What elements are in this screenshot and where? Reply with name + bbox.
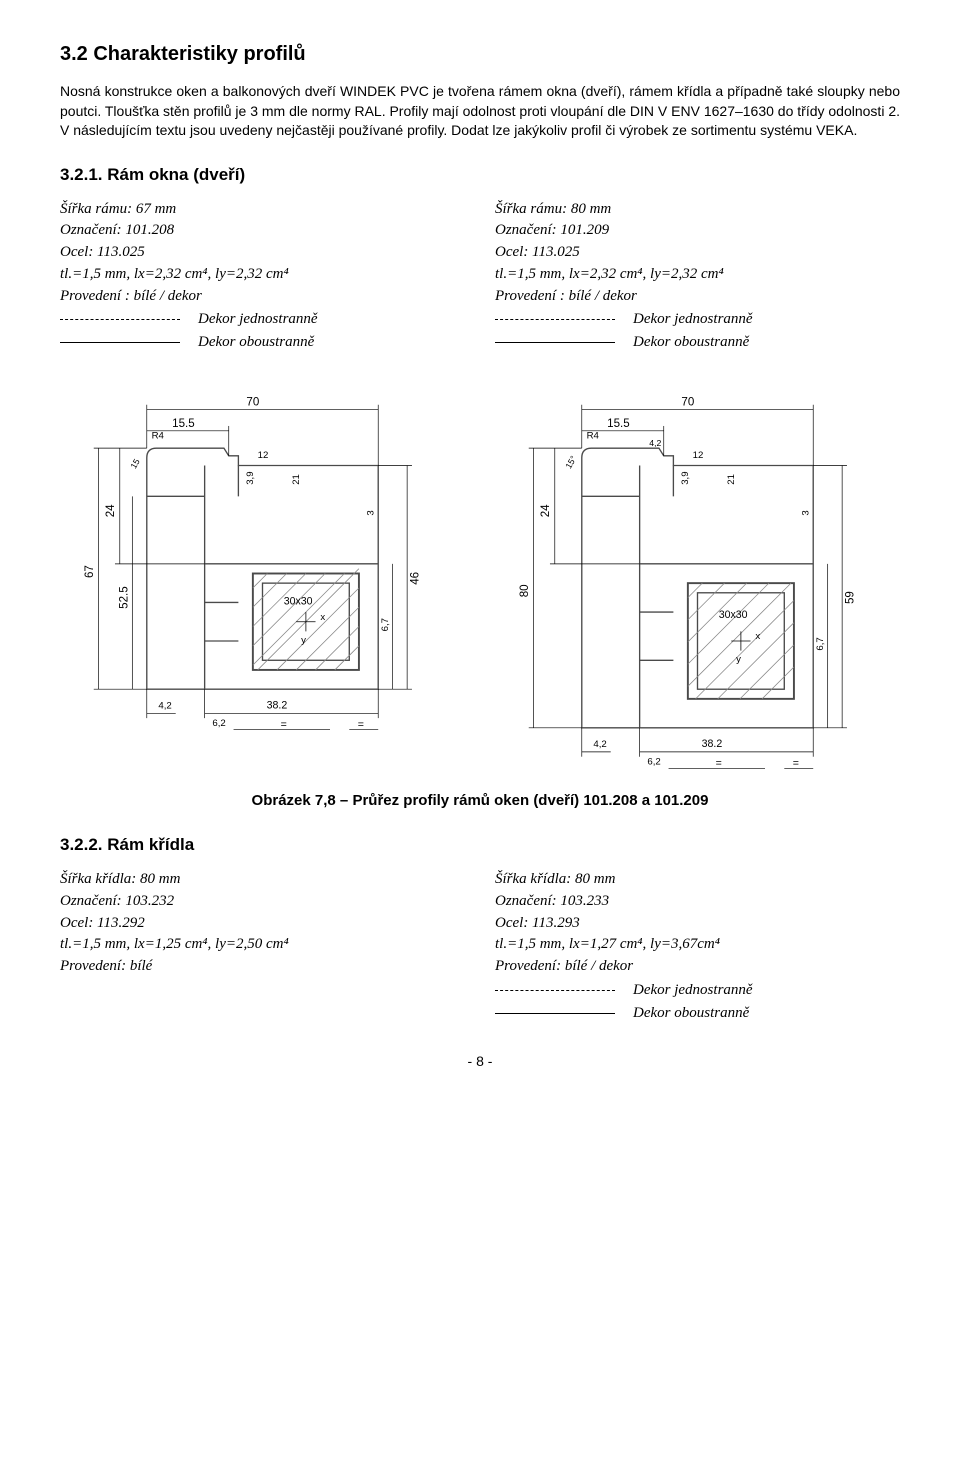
legend-row-dash: Dekor jednostranně [495,309,900,330]
spec-line: Provedení: bílé [60,956,465,978]
spec-line: Označení: 103.232 [60,891,465,913]
legend-row-solid: Dekor oboustranně [60,332,465,353]
dim-cellh2: 21 [291,474,302,485]
spec-line: tl.=1,5 mm, lx=2,32 cm⁴, ly=2,32 cm⁴ [495,264,900,286]
dim-tb: 4,2 [649,439,661,449]
dash-line-icon [60,319,180,320]
page-number: - 8 - [60,1052,900,1072]
spec-line: Označení: 101.208 [60,220,465,242]
axis-y-label: y [301,635,306,646]
dim-cellh2: 21 [726,474,737,485]
spec-line: Provedení: bílé / dekor [495,956,900,978]
dim-angle: 15 [128,457,142,470]
figure-b: x y 30x30 70 15.5 4,2 [495,371,900,776]
figures-row: x y 30x30 70 15.5 [60,371,900,776]
solid-line-icon [495,342,615,343]
spec-line: Šířka rámu: 80 mm [495,199,900,221]
svg-text:x: x [755,631,760,642]
dim-bottom-w2: 6,2 [212,718,225,729]
dim-cell1: 12 [693,450,704,461]
steel-label: 30x30 [719,609,748,621]
dim-angle: 15° [563,454,578,470]
dim-bottom-h: 4,2 [593,739,606,750]
legend-label: Dekor jednostranně [198,309,318,330]
spec-line: tl.=1,5 mm, lx=1,27 cm⁴, ly=3,67cm⁴ [495,934,900,956]
svg-text:=: = [793,758,799,770]
spec-line: Ocel: 113.293 [495,913,900,935]
svg-text:=: = [358,719,364,731]
dim-lower-clear: 52.5 [119,587,131,610]
dim-radius: R4 [587,431,600,442]
dash-line-icon [495,319,615,320]
legend-label: Dekor oboustranně [633,332,749,353]
dim-bottom-w1: 38.2 [267,700,288,712]
subsection-2-heading: 3.2.2. Rám křídla [60,833,900,857]
dim-left-upper: 24 [540,504,552,517]
dim-cellh1: 3,9 [680,472,691,485]
solid-line-icon [60,342,180,343]
legend-row-solid: Dekor oboustranně [495,332,900,353]
intro-paragraph: Nosná konstrukce oken a balkonových dveř… [60,82,900,141]
dash-line-icon [495,990,615,991]
spec-line: Ocel: 113.292 [60,913,465,935]
dim-top-left: 15.5 [172,418,195,430]
spec-line: Šířka křídla: 80 mm [495,869,900,891]
legend-label: Dekor jednostranně [633,980,753,1001]
legend-row-dash: Dekor jednostranně [495,980,900,1001]
dim-radius: R4 [152,431,165,442]
legend-label: Dekor oboustranně [198,332,314,353]
spec-columns-sash: Šířka křídla: 80 mm Označení: 103.232 Oc… [60,869,900,1024]
spec-line: Provedení : bílé / dekor [60,286,465,308]
dim-top-total: 70 [246,397,259,409]
spec-line: tl.=1,5 mm, lx=2,32 cm⁴, ly=2,32 cm⁴ [60,264,465,286]
legend-label: Dekor oboustranně [633,1003,749,1024]
dim-bottom-h: 4,2 [158,701,171,712]
spec-line: Provedení : bílé / dekor [495,286,900,308]
spec-columns-frame: Šířka rámu: 67 mm Označení: 101.208 Ocel… [60,199,900,354]
dim-inner-gap: 3 [800,511,811,516]
spec-line: Šířka křídla: 80 mm [60,869,465,891]
dim-bottom-w2: 6,2 [647,757,660,768]
figure-caption: Obrázek 7,8 – Průřez profily rámů oken (… [60,790,900,811]
subsection-1-heading: 3.2.1. Rám okna (dveří) [60,163,900,187]
spec-line: Označení: 101.209 [495,220,900,242]
spec-line: Označení: 103.233 [495,891,900,913]
dim-bottom-w1: 38.2 [702,738,723,750]
spec-line: tl.=1,5 mm, lx=1,25 cm⁴, ly=2,50 cm⁴ [60,934,465,956]
dim-top-total: 70 [681,397,694,409]
svg-text:y: y [736,655,741,666]
axis-x-label: x [320,612,325,623]
section-heading: 3.2 Charakteristiky profilů [60,40,900,68]
dim-cellh1: 3,9 [245,472,256,485]
spec-line: Šířka rámu: 67 mm [60,199,465,221]
solid-line-icon [495,1013,615,1014]
dim-top-left: 15.5 [607,418,630,430]
steel-label: 30x30 [284,596,313,608]
legend-label: Dekor jednostranně [633,309,753,330]
spec-line: Ocel: 113.025 [495,242,900,264]
dim-right-h: 59 [845,591,857,604]
legend-row-dash: Dekor jednostranně [60,309,465,330]
dim-inner-gap: 3 [365,511,376,516]
dim-left-total: 80 [519,585,531,598]
dim-left-upper: 24 [105,504,117,517]
dim-inner-top: 6,7 [380,618,391,631]
svg-text:=: = [281,719,287,731]
dim-inner-h: 46 [410,572,422,585]
dim-left-total: 67 [84,565,96,578]
svg-text:=: = [716,758,722,770]
dim-cell1: 12 [258,450,269,461]
spec-line: Ocel: 113.025 [60,242,465,264]
legend-row-solid: Dekor oboustranně [495,1003,900,1024]
figure-a: x y 30x30 70 15.5 [60,371,465,776]
dim-inner-top: 6,7 [815,638,826,651]
